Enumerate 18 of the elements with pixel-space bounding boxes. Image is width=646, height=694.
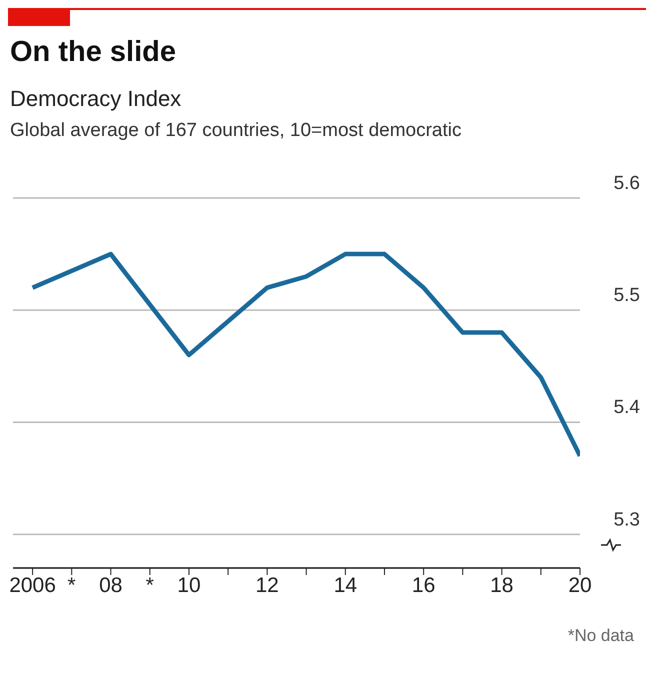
- y-tick-label: 5.4: [614, 397, 640, 418]
- text: *No data: [568, 626, 634, 646]
- x-tick-label: 20: [568, 574, 592, 597]
- y-tick-label: 5.5: [614, 285, 640, 306]
- chart-title: On the slide: [10, 36, 176, 69]
- y-tick-label: 5.6: [614, 173, 640, 194]
- y-axis-title: Global average of 167 countries, 10=most democratic: [10, 120, 462, 142]
- x-tick-label: 12: [255, 574, 279, 597]
- x-tick-label: 2006: [9, 574, 56, 597]
- y-tick-label: 5.3: [614, 509, 640, 530]
- x-tick-label: *: [146, 574, 154, 597]
- x-tick-label: 14: [334, 574, 358, 597]
- x-tick-label: 18: [490, 574, 514, 597]
- x-tick-label: 16: [412, 574, 436, 597]
- x-tick-label: *: [68, 574, 76, 597]
- x-tick-label: 10: [177, 574, 201, 597]
- x-tick-label: 08: [99, 574, 122, 597]
- chart-subtitle: Democracy Index: [10, 86, 182, 112]
